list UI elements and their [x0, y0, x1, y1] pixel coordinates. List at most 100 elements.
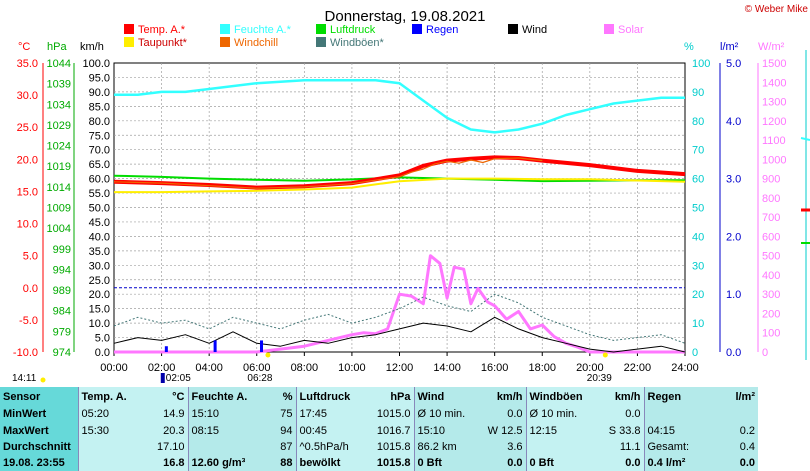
legend-label: Luftdruck — [330, 24, 376, 36]
stats-cell — [77, 454, 138, 471]
stats-cell: bewölkt — [295, 454, 354, 471]
stats-cell: 0 Bft — [413, 454, 476, 471]
stats-cell: ^0.5hPa/h — [295, 438, 354, 455]
temp-axis-tick: 15.0 — [17, 186, 38, 198]
taupunkt-series-line — [114, 177, 686, 194]
pct-axis-tick: 0 — [692, 347, 698, 359]
pct-axis-tick: 50 — [692, 203, 704, 215]
stats-cell: 0.0 — [592, 454, 644, 471]
feuchte-a-series-line — [114, 79, 685, 134]
stats-cell: Regen — [643, 387, 706, 407]
pct-axis-tick: 10 — [692, 318, 704, 330]
solar-series-line — [114, 254, 685, 354]
pct-unit-label: % — [684, 41, 694, 53]
temp-axis-tick: 0.0 — [23, 283, 38, 295]
temp-axis-tick: 20.0 — [17, 154, 38, 166]
legend-swatch — [316, 24, 326, 34]
stats-cell: 15:10 — [187, 406, 250, 423]
stats-cell: Sensor — [0, 387, 78, 407]
stats-cell: Gesamt: — [643, 438, 706, 455]
temp-axis-tick: -5.0 — [19, 315, 38, 327]
stats-row: MinWert 05:20 14.9 15:10 75 17:45 1015.0 Ø 10 m… — [0, 406, 810, 423]
stats-cell: 1016.7 — [354, 422, 414, 439]
kmh-axis-tick: 25.0 — [89, 275, 110, 287]
solar-axis-tick: 0 — [762, 347, 768, 359]
pct-axis-tick: 90 — [692, 87, 704, 99]
stats-row: MaxWert 15:30 20.3 08:15 94 00:45 1016.7 15:10 W… — [0, 422, 810, 439]
rain-bar — [260, 340, 264, 352]
kmh-axis-tick: 10.0 — [89, 318, 110, 330]
stats-cell: 94 — [250, 422, 296, 439]
kmh-axis-tick: 100.0 — [82, 58, 110, 70]
solar-axis-tick: 1000 — [762, 154, 786, 166]
solar-unit-label: W/m² — [758, 41, 785, 53]
stats-cell: 1015.8 — [354, 454, 414, 471]
statistics-table: Sensor Temp. A. °C Feuchte A.% Luftdruck hPa W… — [0, 387, 810, 471]
stats-cell: 00:45 — [295, 422, 354, 439]
kmh-axis-tick: 75.0 — [89, 130, 110, 142]
stats-cell: 12.60 g/m³ — [187, 454, 250, 471]
pct-axis-tick: 40 — [692, 231, 704, 243]
kmh-axis-tick: 95.0 — [89, 72, 110, 84]
stats-cell: 11.1 — [592, 438, 644, 455]
stats-cell: °C — [138, 387, 188, 407]
pct-axis-tick: 80 — [692, 116, 704, 128]
stats-row: 19.08. 23:55 16.8 12.60 g/m³ 88 bewölkt 1015.… — [0, 454, 810, 471]
time-tick-label: 06:00 — [243, 362, 271, 374]
rain-unit-label: l/m² — [720, 41, 739, 53]
solar-axis-tick: 1300 — [762, 97, 786, 109]
stats-cell: 15:30 — [77, 422, 138, 439]
time-tick-label: 04:00 — [195, 362, 223, 374]
time-tick-label: 02:00 — [148, 362, 176, 374]
moon-time: 02:05 — [166, 373, 191, 384]
legend-swatch — [124, 37, 134, 47]
solar-axis-tick: 500 — [762, 251, 780, 263]
solar-axis-tick: 400 — [762, 270, 780, 282]
stats-row: Durchschnitt 17.10 87 ^0.5hPa/h 1015.8 86.2 k… — [0, 438, 810, 455]
stats-cell: 04:15 — [643, 422, 706, 439]
stats-cell: km/h — [476, 387, 526, 407]
weather-chart: Donnerstag, 19.08.2021 © Weber Mike Temp… — [12, 4, 810, 384]
temp-axis-tick: 30.0 — [17, 90, 38, 102]
hpa-axis-tick: 989 — [53, 285, 71, 297]
stats-cell: 16.8 — [138, 454, 188, 471]
windb-en-series-line — [113, 293, 686, 344]
stats-cell: W 12.5 — [476, 422, 526, 439]
stats-cell: 75 — [250, 406, 296, 423]
stats-cell: MinWert — [0, 406, 78, 423]
windchill-series-line — [113, 157, 543, 189]
kmh-axis-tick: 65.0 — [89, 159, 110, 171]
hpa-axis-tick: 1004 — [47, 223, 71, 235]
stats-cell: 08:15 — [187, 422, 250, 439]
temp-axis-tick: 25.0 — [17, 122, 38, 134]
stats-cell: km/h — [592, 387, 644, 407]
hpa-axis-tick: 979 — [53, 326, 71, 338]
stats-cell — [643, 406, 706, 423]
kmh-axis-tick: 20.0 — [89, 289, 110, 301]
legend-label: Feuchte A.* — [234, 24, 292, 36]
stats-cell: 1015.0 — [354, 406, 414, 423]
temp-axis-tick: 10.0 — [17, 219, 38, 231]
stats-cell — [525, 438, 592, 455]
stats-cell: 86.2 km — [413, 438, 476, 455]
solar-axis-tick: 900 — [762, 174, 780, 186]
kmh-unit-label: km/h — [80, 41, 104, 53]
solar-axis-tick: 200 — [762, 308, 780, 320]
solar-axis-tick: 1200 — [762, 116, 786, 128]
time-tick-label: 14:00 — [433, 362, 461, 374]
stats-cell: 0.4 l/m² — [643, 454, 706, 471]
hpa-axis-tick: 994 — [53, 264, 71, 276]
stats-cell — [187, 438, 250, 455]
moonrise-time: 14:11 — [12, 373, 37, 384]
chart-legend: Temp. A.* Feuchte A.* Luftdruck Regen Wind So… — [124, 24, 644, 49]
kmh-axis-tick: 0.0 — [95, 347, 110, 359]
legend-swatch — [508, 24, 518, 34]
pct-axis-tick: 60 — [692, 174, 704, 186]
stats-cell: hPa — [354, 387, 414, 407]
hpa-axis-tick: 1029 — [47, 120, 71, 132]
legend-label: Solar — [618, 24, 644, 36]
moon-phase-marker — [160, 373, 165, 383]
kmh-axis-tick: 85.0 — [89, 101, 110, 113]
kmh-axis-tick: 35.0 — [89, 246, 110, 258]
hpa-axis-tick: 1044 — [47, 58, 71, 70]
